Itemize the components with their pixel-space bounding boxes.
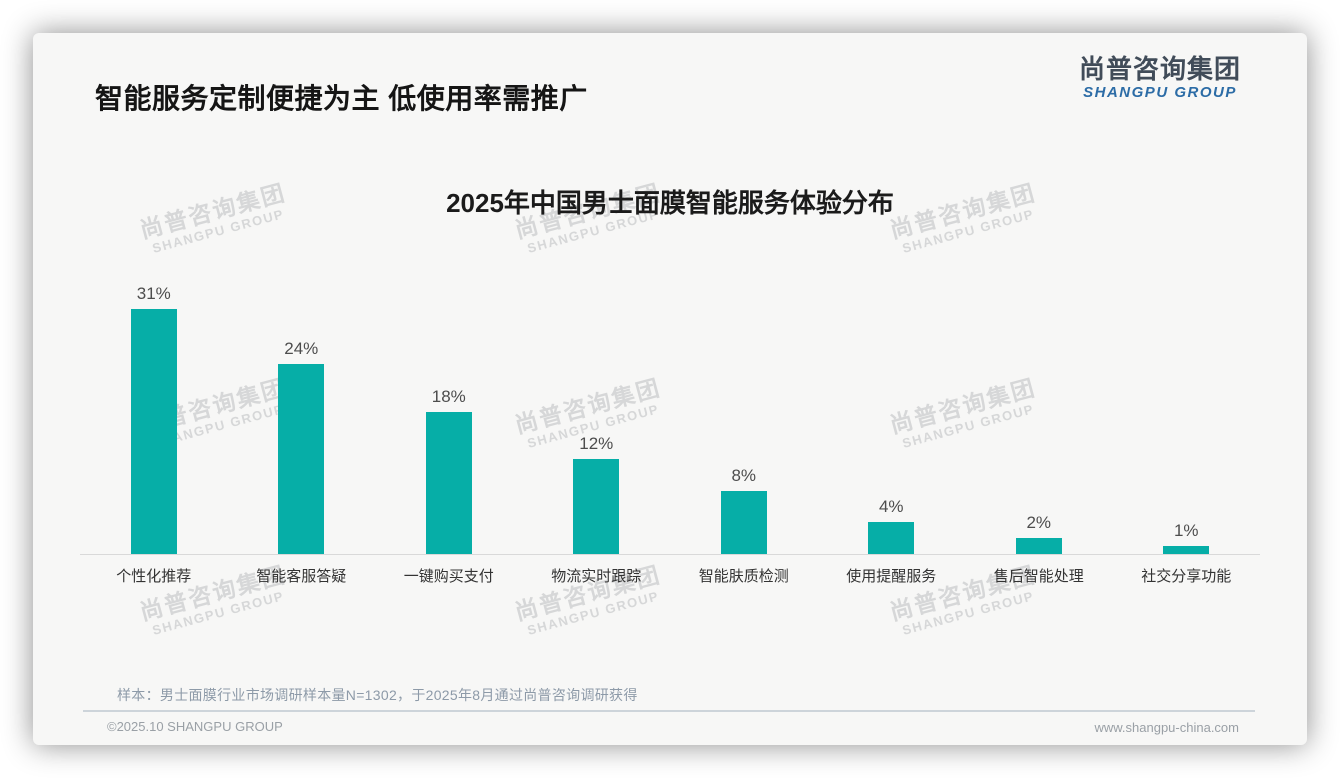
bar bbox=[868, 522, 915, 554]
category-label: 智能肤质检测 bbox=[698, 568, 789, 585]
chart-title: 2025年中国男士面膜智能服务体验分布 bbox=[446, 188, 894, 218]
bar bbox=[1015, 538, 1062, 554]
category-label: 一键购买支付 bbox=[403, 568, 494, 585]
category-label: 智能客服答疑 bbox=[256, 568, 347, 585]
category-row: 个性化推荐 智能客服答疑 一键购买支付 物流实时跟踪 智能肤质检测 使用提醒服务 售后智能处… bbox=[80, 565, 1260, 586]
bar-slot: 24% bbox=[228, 284, 376, 554]
category-label: 使用提醒服务 bbox=[846, 568, 937, 585]
bar bbox=[278, 364, 325, 554]
sample-note: 样本：男士面膜行业市场调研样本量N=1302，于2025年8月通过尚普咨询调研获… bbox=[117, 687, 638, 703]
company-logo: 尚普咨询集团 SHANGPU GROUP bbox=[1079, 55, 1241, 102]
bar-slot: 18% bbox=[375, 284, 523, 554]
bar-slot: 4% bbox=[818, 284, 966, 554]
bar-value-label: 24% bbox=[284, 339, 319, 358]
footer-copyright: ©2025.10 SHANGPU GROUP bbox=[107, 719, 283, 734]
category-label: 社交分享功能 bbox=[1141, 568, 1232, 585]
bar bbox=[130, 309, 177, 554]
bar-value-label: 18% bbox=[431, 387, 466, 406]
footer-divider bbox=[83, 710, 1255, 712]
bar bbox=[720, 491, 767, 554]
logo-chinese-name: 尚普咨询集团 bbox=[1078, 54, 1241, 84]
bar-slot: 2% bbox=[965, 284, 1113, 554]
slide-card: 尚普咨询集团 SHANGPU GROUP 尚普咨询集团 SHANGPU GROUP 尚普… bbox=[33, 33, 1307, 745]
bar-slot: 8% bbox=[670, 284, 818, 554]
bar-value-label: 2% bbox=[1026, 513, 1052, 532]
category-label: 售后智能处理 bbox=[993, 568, 1084, 585]
bar-value-label: 31% bbox=[136, 284, 171, 303]
bar bbox=[573, 459, 620, 554]
page-title: 智能服务定制便捷为主 低使用率需推广 bbox=[95, 83, 588, 114]
plot-area: 31% 24% 18% 12% 8% 4% 2% 1% bbox=[80, 284, 1260, 555]
bar-value-label: 1% bbox=[1173, 521, 1199, 540]
bar bbox=[425, 412, 472, 554]
logo-english-name: SHANGPU GROUP bbox=[1083, 84, 1237, 101]
bar-slot: 12% bbox=[523, 284, 671, 554]
bar bbox=[1163, 546, 1210, 554]
bar-value-label: 12% bbox=[579, 434, 614, 453]
category-label: 个性化推荐 bbox=[116, 568, 192, 585]
bar-value-label: 8% bbox=[731, 466, 757, 485]
bar-value-label: 4% bbox=[878, 497, 904, 516]
category-label: 物流实时跟踪 bbox=[551, 568, 642, 585]
footer-website: www.shangpu-china.com bbox=[1094, 720, 1239, 735]
bar-slot: 1% bbox=[1113, 284, 1261, 554]
bar-slot: 31% bbox=[80, 284, 228, 554]
